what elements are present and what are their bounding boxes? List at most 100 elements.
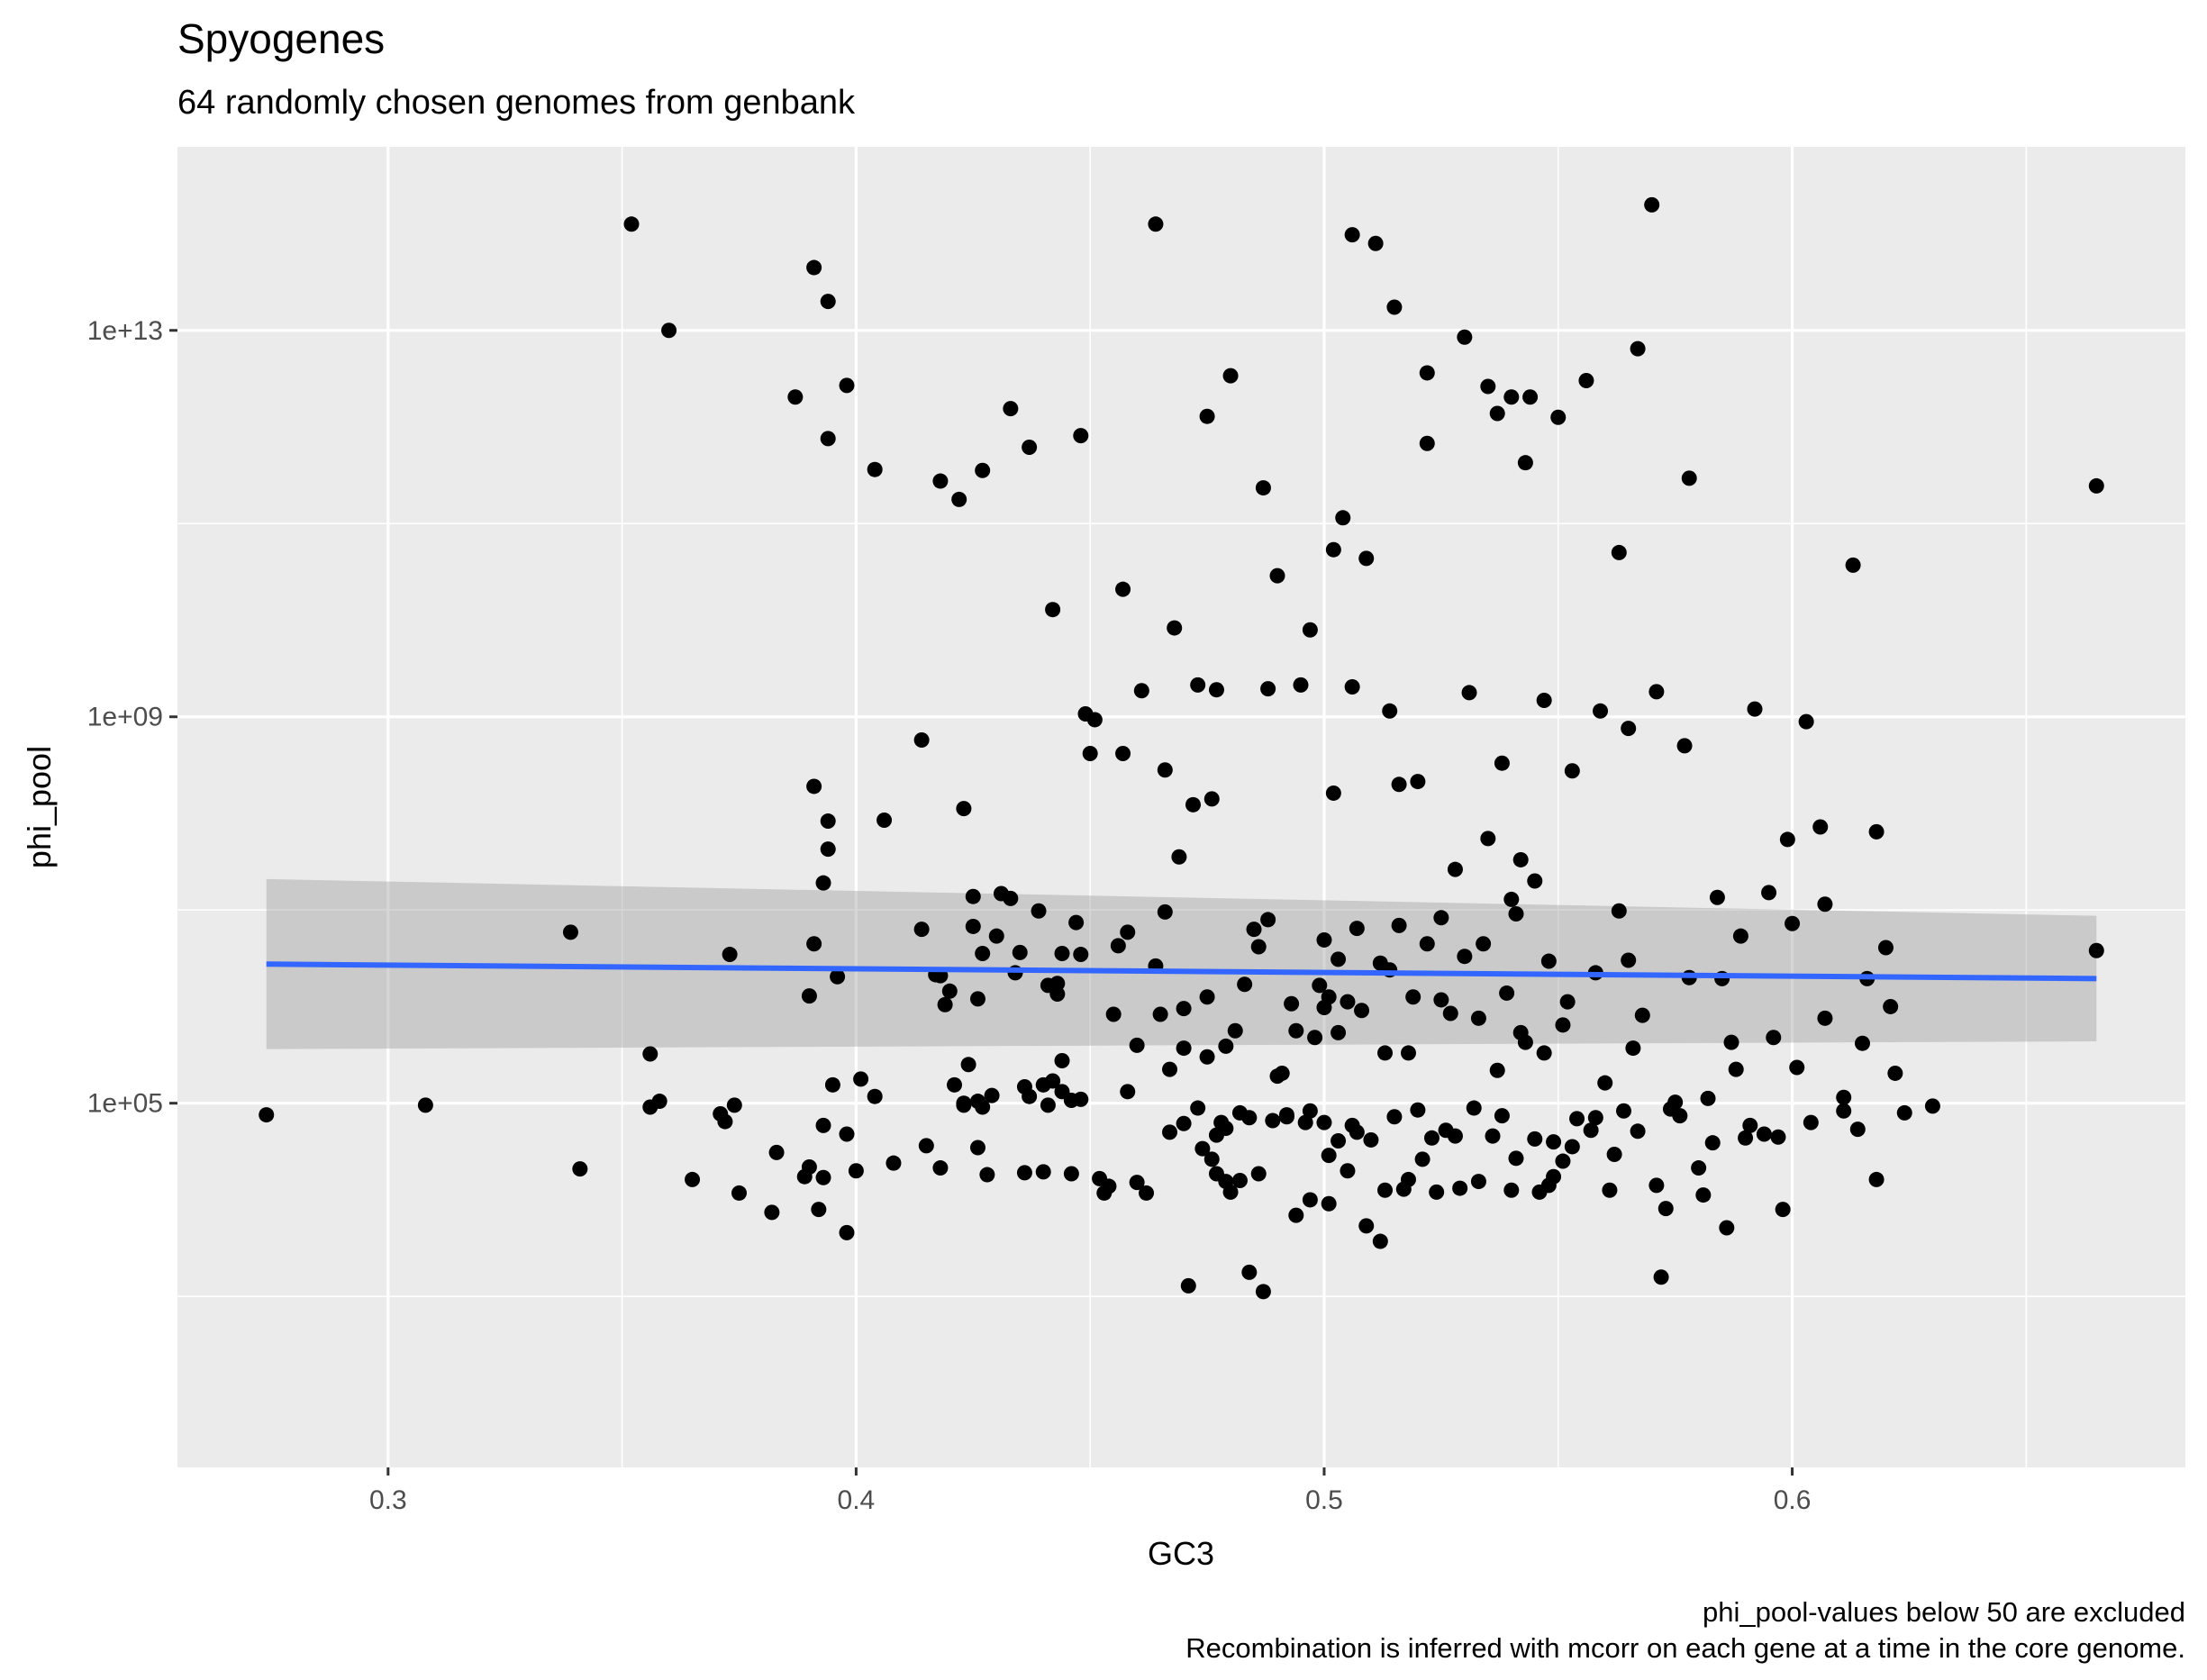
data-point	[1442, 1005, 1458, 1022]
data-point	[1597, 1075, 1613, 1091]
data-point	[1302, 1103, 1318, 1119]
data-point	[956, 801, 972, 817]
x-tick-label: 0.3	[369, 1485, 407, 1515]
data-point	[853, 1071, 869, 1087]
data-point	[969, 991, 985, 1007]
data-point	[965, 918, 981, 934]
data-point	[1176, 1115, 1192, 1131]
data-point	[1391, 917, 1407, 933]
data-point	[1817, 896, 1833, 913]
data-point	[806, 259, 822, 276]
data-point	[1508, 1150, 1524, 1167]
data-point	[1222, 368, 1239, 384]
data-point	[1896, 1104, 1912, 1121]
data-point	[1312, 977, 1328, 994]
data-point	[1288, 1207, 1304, 1223]
data-point	[824, 1076, 840, 1093]
data-point	[1728, 1061, 1744, 1077]
data-point	[1470, 1174, 1486, 1190]
confidence-band-area	[266, 878, 2097, 1049]
data-point	[1621, 952, 1637, 968]
data-point	[1517, 455, 1533, 471]
data-point	[1700, 1090, 1716, 1106]
data-point	[717, 1113, 733, 1130]
data-point	[820, 813, 836, 830]
data-point	[1503, 389, 1520, 405]
data-point	[1260, 912, 1276, 928]
data-point	[1003, 890, 1019, 906]
confidence-band	[266, 878, 2097, 1049]
data-point	[1621, 721, 1637, 737]
data-point	[1344, 227, 1360, 243]
data-point	[1157, 762, 1173, 778]
data-point	[1203, 791, 1220, 807]
data-point	[1316, 1114, 1332, 1131]
data-point	[960, 1057, 976, 1073]
data-point	[1494, 1108, 1510, 1124]
data-point	[1546, 1134, 1562, 1150]
data-point	[1480, 831, 1496, 847]
data-point	[1770, 1129, 1786, 1145]
data-point	[1868, 1171, 1885, 1187]
data-point	[1695, 1187, 1712, 1203]
data-point	[1171, 849, 1187, 865]
x-axis-label: GC3	[1148, 1535, 1214, 1572]
data-point	[1452, 1180, 1468, 1196]
data-point	[839, 377, 855, 394]
data-point	[1644, 196, 1660, 213]
data-point	[1148, 216, 1164, 232]
data-point	[1766, 1030, 1782, 1046]
data-point	[913, 922, 930, 938]
plot-panel	[177, 147, 2185, 1467]
data-point	[1054, 945, 1070, 961]
data-point	[1489, 1062, 1505, 1078]
data-point	[1593, 703, 1609, 719]
data-point	[876, 812, 893, 828]
data-point	[965, 888, 981, 904]
data-point	[815, 1169, 831, 1185]
data-point	[1447, 1128, 1463, 1144]
data-point	[1470, 1010, 1486, 1026]
data-point	[1250, 939, 1267, 955]
data-point	[1162, 1124, 1178, 1140]
data-point	[1022, 440, 1038, 456]
data-point	[1602, 1182, 1618, 1198]
data-point	[975, 462, 991, 478]
data-point	[815, 1117, 831, 1133]
data-point	[1237, 976, 1253, 993]
data-point	[1564, 763, 1580, 779]
data-point	[1386, 1109, 1403, 1125]
data-point	[417, 1097, 433, 1113]
data-point	[848, 1163, 864, 1179]
data-point	[1611, 903, 1627, 919]
data-point	[1391, 776, 1407, 793]
data-point	[1180, 1277, 1196, 1294]
data-point	[913, 731, 930, 748]
data-point	[806, 936, 822, 952]
data-point	[1129, 1037, 1145, 1053]
data-point	[1887, 1065, 1903, 1081]
data-point	[975, 1099, 991, 1115]
data-point	[1377, 1182, 1394, 1198]
data-point	[1630, 341, 1646, 357]
data-point	[1414, 1151, 1430, 1167]
chart-subtitle: 64 randomly chosen genomes from genbank	[177, 84, 856, 122]
data-point	[1457, 329, 1473, 345]
data-point	[1732, 928, 1748, 944]
data-point	[1176, 1040, 1192, 1057]
data-point	[830, 968, 846, 985]
data-point	[969, 1140, 985, 1156]
data-point	[1433, 992, 1449, 1008]
data-point	[1260, 681, 1276, 697]
data-point	[623, 216, 640, 232]
x-tick-label: 0.6	[1774, 1485, 1812, 1515]
data-point	[867, 461, 883, 477]
data-point	[1845, 557, 1861, 573]
data-point	[820, 431, 836, 447]
data-point	[1559, 994, 1576, 1010]
data-point	[988, 928, 1004, 944]
data-point	[1129, 1175, 1145, 1191]
data-point	[1555, 1017, 1571, 1033]
data-point	[1068, 914, 1085, 931]
data-point	[801, 1158, 817, 1175]
